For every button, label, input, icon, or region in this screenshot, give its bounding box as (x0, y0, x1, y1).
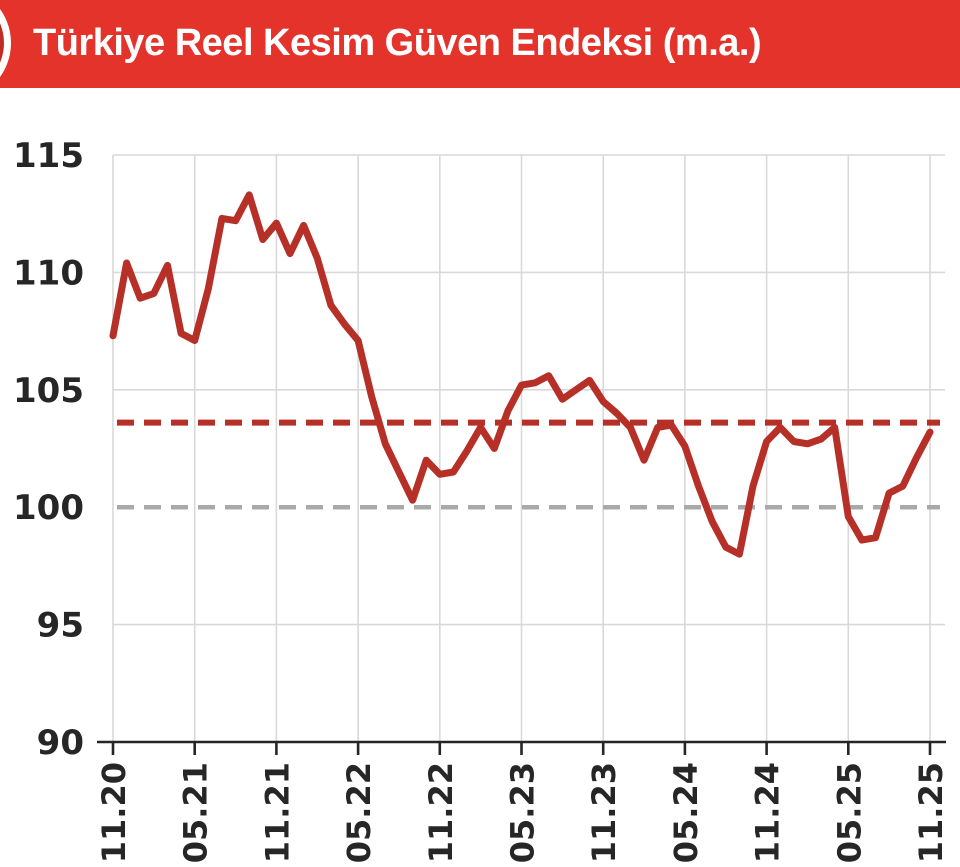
y-tick-label: 90 (37, 723, 84, 763)
x-tick-label: 11.24 (749, 762, 787, 863)
x-tick-label: 11.20 (95, 762, 133, 863)
x-tick-label: 05.24 (667, 762, 705, 863)
x-tick-label: 11.23 (585, 762, 623, 863)
title-bar-background (0, 0, 960, 88)
x-tick-label: 11.25 (912, 762, 950, 863)
y-tick-label: 105 (13, 371, 84, 411)
page-title: Türkiye Reel Kesim Güven Endeksi (m.a.) (33, 22, 762, 64)
x-tick-label: 05.22 (340, 762, 378, 863)
y-tick-label: 95 (37, 606, 84, 646)
y-tick-label: 110 (13, 253, 84, 293)
series-line (109, 191, 934, 558)
x-tick-label: 11.21 (258, 762, 296, 863)
y-tick-label: 100 (13, 488, 84, 528)
logo-badge-icon (0, 0, 11, 88)
title-bar: Türkiye Reel Kesim Güven Endeksi (m.a.) (0, 0, 960, 88)
x-tick-label: 05.25 (830, 762, 868, 863)
x-tick-label: 05.21 (177, 762, 215, 863)
x-tick-label: 05.23 (504, 762, 542, 863)
x-tick-label: 11.22 (422, 762, 460, 863)
y-tick-label: 115 (13, 136, 84, 176)
